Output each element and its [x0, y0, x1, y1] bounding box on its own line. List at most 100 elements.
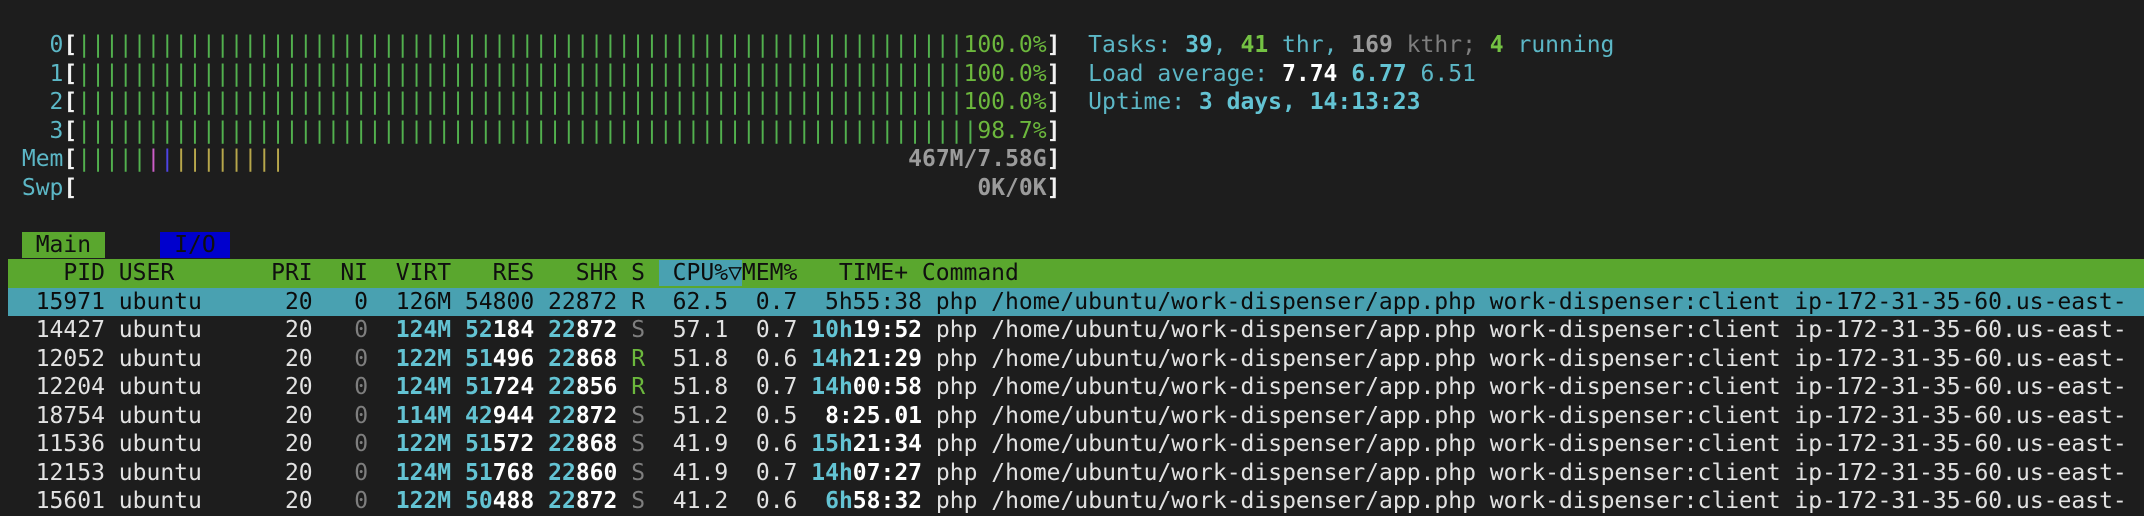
process-row-seg-15 [922, 317, 936, 343]
process-row-seg-8: 22 [548, 402, 576, 429]
process-row-seg-5: 42 [465, 402, 493, 429]
process-row-seg-14: 19:52 [852, 317, 923, 343]
tasks-label: Tasks: [1088, 32, 1186, 58]
cpu2-open-bracket: [ [63, 89, 78, 115]
process-row-seg-16: php /home/ubuntu/work-dispenser/app.php … [935, 459, 2127, 486]
swap-meter-seg-3 [77, 175, 977, 201]
memory-shared-bar: | [146, 146, 161, 172]
swap-open-bracket: [ [63, 174, 78, 201]
cpu-meter-1-seg-11 [1407, 61, 1421, 87]
cpu-meter-3-seg-0 [8, 118, 22, 144]
process-row-seg-0: 14427 ubuntu 20 [8, 317, 355, 343]
cpu-meter-0-seg-9: , [1212, 32, 1241, 58]
load-15min: 6.51 [1420, 60, 1476, 87]
process-row-seg-8: 22 [548, 431, 576, 457]
process-row-seg-5: 52 [465, 317, 493, 343]
process-row-seg-12: 51.2 0.5 [645, 402, 826, 429]
process-row-seg-10 [617, 346, 631, 372]
process-row-seg-7 [534, 346, 548, 372]
process-row[interactable]: 14427 ubuntu 20 0 124M 52184 22872 S 57.… [8, 316, 2144, 345]
process-row-seg-0: 12052 ubuntu 20 [8, 345, 355, 372]
cpu-meter-0: 0[||||||||||||||||||||||||||||||||||||||… [8, 31, 2144, 60]
load-average-label: Load average: [1088, 60, 1283, 87]
swap-meter-seg-0 [8, 175, 22, 201]
process-row-seg-8: 22 [548, 345, 576, 372]
tab-main[interactable]: Main [21, 231, 105, 258]
screen-tabs-seg-2 [105, 232, 160, 258]
cpu-meter-1: 1[||||||||||||||||||||||||||||||||||||||… [8, 60, 2144, 89]
process-row-selected[interactable]: 15971 ubuntu 20 0 126M 54800 22872 R 62.… [8, 287, 2144, 316]
process-row-seg-6: 768 [492, 459, 535, 486]
process-row-seg-1: 0 [354, 459, 369, 486]
process-row-seg-2 [368, 317, 396, 343]
cpu0-close-bracket: ] [1046, 32, 1061, 58]
process-row-seg-13: 14h [811, 345, 853, 372]
process-row-seg-14: 58:32 [852, 488, 923, 514]
process-row-seg-2 [368, 403, 396, 429]
cpu2-bar-fill: ||||||||||||||||||||||||||||||||||||||||… [77, 89, 964, 115]
process-row-seg-13: 14h [811, 459, 853, 486]
process-row[interactable]: 11536 ubuntu 20 0 122M 51572 22868 S 41.… [8, 430, 2144, 459]
process-row-seg-0: 11536 ubuntu 20 [8, 431, 355, 457]
process-row-seg-11: R [631, 345, 646, 372]
process-row-seg-15 [922, 431, 936, 457]
process-row-seg-15 [922, 460, 936, 486]
process-row-seg-11: S [631, 317, 646, 343]
process-row-seg-6: 724 [492, 374, 535, 400]
column-headers-right[interactable]: MEM% TIME+ Command [741, 260, 1019, 286]
cpu1-label: 1 [21, 60, 64, 87]
cpu1-value: 100.0% [963, 60, 1047, 87]
swap-close-bracket: ] [1046, 174, 1061, 201]
cpu-meter-1-seg-9 [1337, 61, 1351, 87]
cpu0-open-bracket: [ [63, 32, 78, 58]
process-row-seg-1: 0 [354, 488, 369, 514]
cpu-meter-2-seg-6 [1060, 89, 1088, 115]
process-row-seg-1: 0 [354, 317, 369, 343]
uptime-label: Uptime: [1088, 89, 1199, 115]
process-row-text: 15971 ubuntu 20 0 126M 54800 22872 R 62.… [8, 288, 2127, 315]
cpu-meter-0-seg-13: kthr; [1392, 32, 1490, 58]
kthreads-count: 169 [1351, 32, 1393, 58]
cpu3-close-bracket: ] [1046, 117, 1061, 144]
cpu-meter-0-seg-15: running [1503, 32, 1615, 58]
process-row-seg-7 [534, 431, 548, 457]
cpu-meter-0-seg-6 [1060, 32, 1088, 58]
process-row[interactable]: 15601 ubuntu 20 0 122M 50488 22872 S 41.… [8, 487, 2144, 516]
process-row-seg-4 [451, 374, 465, 400]
tab-io[interactable]: I/O [160, 231, 230, 258]
cpu3-open-bracket: [ [63, 117, 78, 144]
load-1min: 7.74 [1282, 60, 1338, 87]
column-headers-left[interactable]: PID USER PRI NI VIRT RES SHR S [8, 260, 659, 286]
cpu2-close-bracket: ] [1046, 89, 1061, 115]
process-row-seg-10 [617, 431, 631, 457]
process-row-seg-9: 872 [575, 488, 618, 514]
process-row-seg-5: 51 [465, 431, 493, 457]
swap-label: Swp [21, 174, 64, 201]
process-row-seg-8: 22 [548, 317, 576, 343]
process-row-seg-5: 51 [465, 345, 493, 372]
process-row-seg-3: 124M [395, 317, 452, 343]
process-row-seg-16: php /home/ubuntu/work-dispenser/app.php … [935, 317, 2127, 343]
cpu-meter-0-seg-11: thr, [1268, 32, 1352, 58]
column-header-cpu-sort[interactable]: CPU%▽ [658, 260, 742, 286]
process-row[interactable]: 12153 ubuntu 20 0 124M 51768 22860 S 41.… [8, 459, 2144, 488]
process-row-seg-13: 8:25.01 [825, 402, 923, 429]
cpu-meter-1-seg-6 [1060, 61, 1088, 87]
process-row-seg-6: 184 [492, 317, 535, 343]
process-row-seg-2 [368, 346, 396, 372]
cpu-meter-2-seg-0 [8, 89, 22, 115]
process-row-seg-1: 0 [354, 374, 369, 400]
process-row[interactable]: 12052 ubuntu 20 0 122M 51496 22868 R 51.… [8, 345, 2144, 374]
process-row[interactable]: 18754 ubuntu 20 0 114M 42944 22872 S 51.… [8, 402, 2144, 431]
process-row-seg-7 [534, 488, 548, 514]
process-row-seg-7 [534, 317, 548, 343]
process-row[interactable]: 12204 ubuntu 20 0 124M 51724 22856 R 51.… [8, 373, 2144, 402]
swap-meter: Swp[ 0K/0K] [8, 174, 2144, 203]
table-header[interactable]: PID USER PRI NI VIRT RES SHR S CPU%▽MEM%… [8, 259, 2144, 288]
memory-buffers-bar: | [160, 146, 175, 172]
process-row-seg-4 [451, 460, 465, 486]
process-row-seg-15 [922, 374, 936, 400]
process-row-seg-12: 41.2 0.6 [645, 488, 826, 514]
blank-line [8, 202, 2144, 231]
